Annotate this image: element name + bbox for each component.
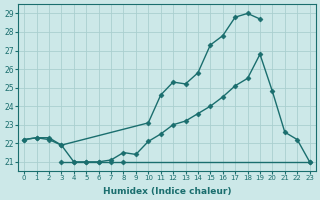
X-axis label: Humidex (Indice chaleur): Humidex (Indice chaleur) [103, 187, 231, 196]
